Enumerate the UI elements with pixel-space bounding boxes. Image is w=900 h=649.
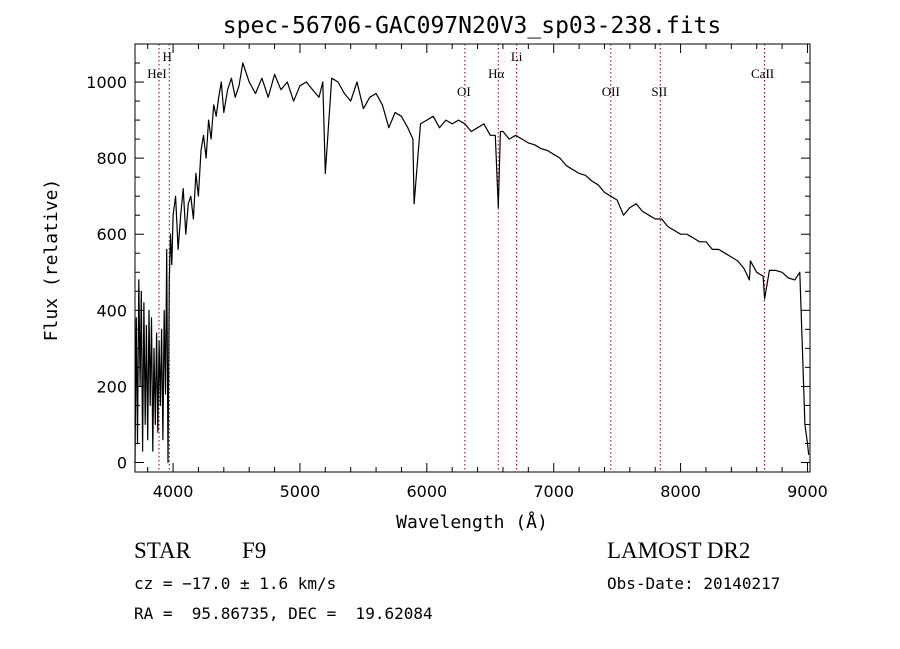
x-tick-label: 7000: [533, 482, 574, 501]
spectrum-line: [134, 62, 810, 464]
x-tick-label: 8000: [660, 482, 701, 501]
observation-date: Obs-Date: 20140217: [607, 574, 781, 593]
y-tick-label: 1000: [86, 73, 127, 92]
line-marker-label-3: Hα: [488, 66, 504, 81]
plot-frame: [134, 43, 811, 473]
x-tick-label: 9000: [787, 482, 828, 501]
line-marker-label-0: HeI: [147, 66, 167, 81]
spectral-subclass: F9: [242, 538, 267, 563]
y-axis-label: Flux (relative): [41, 179, 62, 342]
x-tick-label: 5000: [280, 482, 321, 501]
x-axis-label: Wavelength (Å): [396, 511, 548, 533]
line-marker-label-4: Li: [511, 49, 523, 64]
object-type: STAR: [134, 538, 191, 563]
y-tick-label: 200: [96, 377, 127, 396]
y-tick-label: 600: [96, 225, 127, 244]
survey-name: LAMOST DR2: [607, 538, 751, 563]
y-tick-label: 400: [96, 301, 127, 320]
line-marker-label-6: SII: [651, 84, 667, 99]
line-marker-label-7: CaII: [751, 66, 774, 81]
x-tick-label: 6000: [406, 482, 447, 501]
line-marker-label-2: OI: [457, 84, 471, 99]
x-tick-label: 4000: [153, 482, 194, 501]
redshift-cz: cz = −17.0 ± 1.6 km/s: [134, 574, 337, 593]
y-tick-label: 0: [117, 453, 127, 472]
y-tick-label: 800: [96, 149, 127, 168]
sky-coordinates: RA = 95.86735, DEC = 19.62084: [134, 604, 433, 623]
line-marker-label-5: OII: [602, 84, 620, 99]
line-marker-label-1: H: [163, 49, 172, 64]
chart-title: spec-56706-GAC097N20V3_sp03-238.fits: [223, 13, 722, 39]
